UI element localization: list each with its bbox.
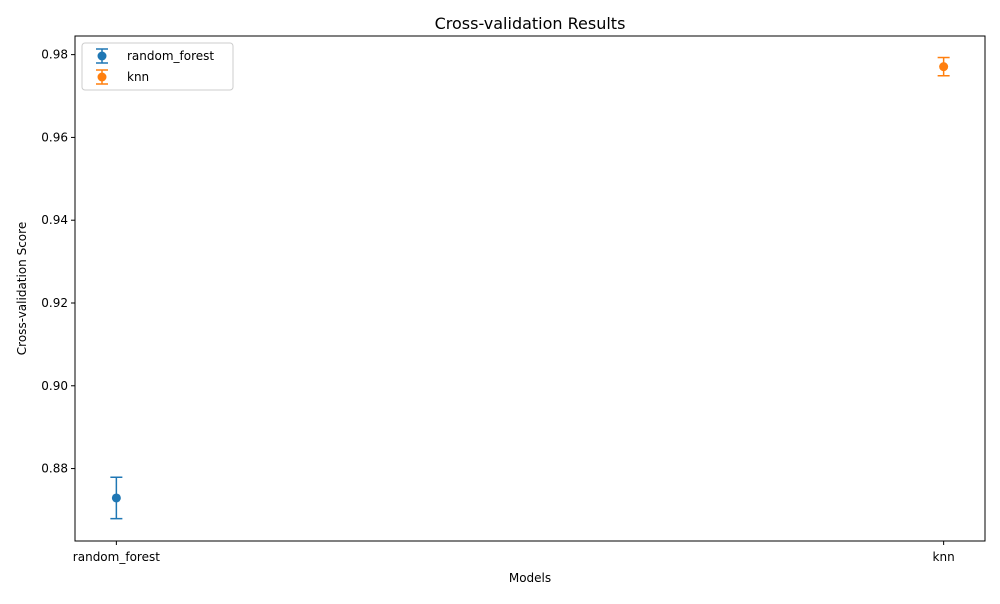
legend-label: random_forest (127, 49, 214, 63)
legend-swatch-marker (97, 72, 107, 82)
plot-marks (110, 56, 950, 520)
legend-item-random_forest: random_forest (96, 48, 214, 64)
data-point-knn (939, 62, 949, 72)
data-point-random_forest (111, 493, 121, 503)
x-tick-label: knn (933, 550, 955, 564)
y-tick-label: 0.92 (41, 296, 68, 310)
y-tick-label: 0.90 (41, 379, 68, 393)
legend-box (81, 42, 234, 91)
y-tick-label: 0.88 (41, 462, 68, 476)
error-bar-point-random_forest (110, 476, 123, 520)
x-axis-label: Models (509, 571, 551, 585)
x-axis: random_forest knn (73, 541, 955, 564)
y-tick-label: 0.96 (41, 130, 68, 144)
error-bar-point-knn (937, 56, 950, 77)
legend-swatch-marker (97, 51, 107, 61)
y-tick-label: 0.98 (41, 48, 68, 62)
legend-item-knn: knn (96, 69, 149, 85)
plot-frame (74, 35, 986, 542)
chart-title: Cross-validation Results (435, 14, 626, 33)
y-axis: 0.88 0.90 0.92 0.94 0.96 0.98 (41, 48, 75, 476)
y-tick-label: 0.94 (41, 213, 68, 227)
y-axis-label: Cross-validation Score (15, 222, 29, 355)
legend-label: knn (127, 70, 149, 84)
x-tick-label: random_forest (73, 550, 160, 564)
